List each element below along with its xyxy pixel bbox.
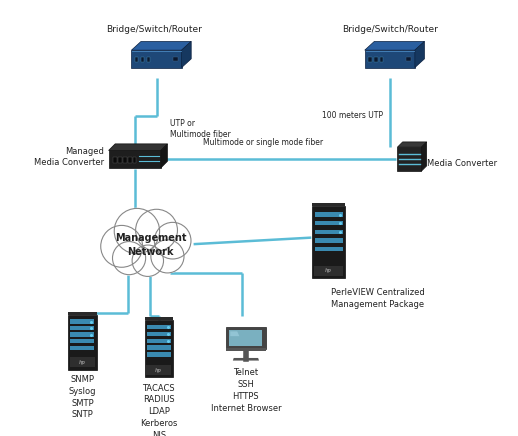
Polygon shape (70, 332, 94, 337)
Polygon shape (70, 326, 94, 330)
Polygon shape (147, 325, 171, 330)
Circle shape (132, 245, 164, 276)
Polygon shape (147, 339, 171, 343)
Polygon shape (147, 332, 171, 336)
Polygon shape (229, 330, 263, 346)
Polygon shape (147, 352, 171, 357)
Polygon shape (226, 348, 266, 351)
Text: SNMP
Syslog
SMTP
SNTP: SNMP Syslog SMTP SNTP (69, 375, 96, 419)
Text: Management
Network: Management Network (115, 233, 186, 257)
Circle shape (100, 225, 142, 267)
Polygon shape (233, 358, 259, 361)
Polygon shape (314, 212, 343, 217)
Polygon shape (113, 157, 117, 163)
Polygon shape (314, 230, 343, 234)
Polygon shape (406, 57, 411, 61)
Polygon shape (109, 144, 167, 150)
Text: hp: hp (155, 368, 162, 373)
Polygon shape (145, 317, 173, 320)
Polygon shape (145, 320, 173, 377)
Polygon shape (314, 266, 343, 276)
Text: Media Converter: Media Converter (427, 159, 497, 168)
Text: Bridge/Switch/Router: Bridge/Switch/Router (342, 24, 438, 34)
Text: Bridge/Switch/Router: Bridge/Switch/Router (106, 24, 203, 34)
Polygon shape (365, 41, 424, 50)
Polygon shape (147, 57, 150, 62)
Polygon shape (380, 57, 383, 62)
Circle shape (151, 240, 184, 273)
Text: TACACS
RADIUS
LDAP
Kerberos
NIS: TACACS RADIUS LDAP Kerberos NIS (140, 384, 177, 436)
Polygon shape (109, 150, 161, 168)
Polygon shape (161, 144, 167, 168)
Text: Telnet
SSH
HTTPS
Internet Browser: Telnet SSH HTTPS Internet Browser (211, 368, 281, 413)
Polygon shape (173, 57, 178, 61)
Polygon shape (118, 157, 122, 163)
Text: hp: hp (79, 360, 86, 365)
Polygon shape (230, 331, 239, 336)
Polygon shape (104, 249, 189, 259)
Text: UTP or
Multimode fiber: UTP or Multimode fiber (169, 119, 231, 139)
Polygon shape (70, 358, 95, 367)
Polygon shape (147, 345, 171, 350)
Text: PerleVIEW Centralized
Management Package: PerleVIEW Centralized Management Package (331, 288, 425, 309)
Polygon shape (314, 238, 343, 243)
Polygon shape (312, 202, 345, 206)
Circle shape (112, 242, 146, 275)
Polygon shape (70, 345, 94, 350)
Polygon shape (123, 157, 127, 163)
Polygon shape (146, 365, 171, 375)
Polygon shape (365, 50, 415, 68)
Polygon shape (70, 339, 94, 344)
Polygon shape (312, 206, 345, 278)
Polygon shape (314, 221, 343, 225)
Polygon shape (133, 157, 136, 163)
Circle shape (136, 209, 178, 251)
Polygon shape (226, 327, 266, 349)
Polygon shape (68, 315, 96, 370)
Polygon shape (368, 57, 372, 62)
Polygon shape (135, 57, 138, 62)
Polygon shape (374, 57, 378, 62)
Polygon shape (415, 41, 424, 68)
Circle shape (154, 222, 191, 259)
Polygon shape (132, 41, 191, 50)
Text: Multimode or single mode fiber: Multimode or single mode fiber (203, 138, 323, 147)
Polygon shape (314, 247, 343, 251)
Polygon shape (70, 319, 94, 324)
Polygon shape (397, 142, 427, 147)
Circle shape (114, 208, 160, 254)
Polygon shape (68, 311, 96, 315)
Text: Managed
Media Converter: Managed Media Converter (34, 146, 104, 167)
Text: hp: hp (325, 269, 332, 273)
Polygon shape (182, 41, 191, 68)
Polygon shape (422, 142, 427, 171)
Polygon shape (132, 50, 182, 68)
Polygon shape (141, 57, 145, 62)
Text: 100 meters UTP: 100 meters UTP (322, 111, 383, 120)
Polygon shape (127, 157, 132, 163)
Polygon shape (397, 147, 422, 171)
